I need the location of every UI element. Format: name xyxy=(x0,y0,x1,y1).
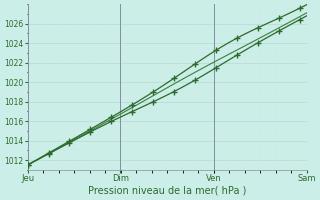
X-axis label: Pression niveau de la mer( hPa ): Pression niveau de la mer( hPa ) xyxy=(88,186,246,196)
